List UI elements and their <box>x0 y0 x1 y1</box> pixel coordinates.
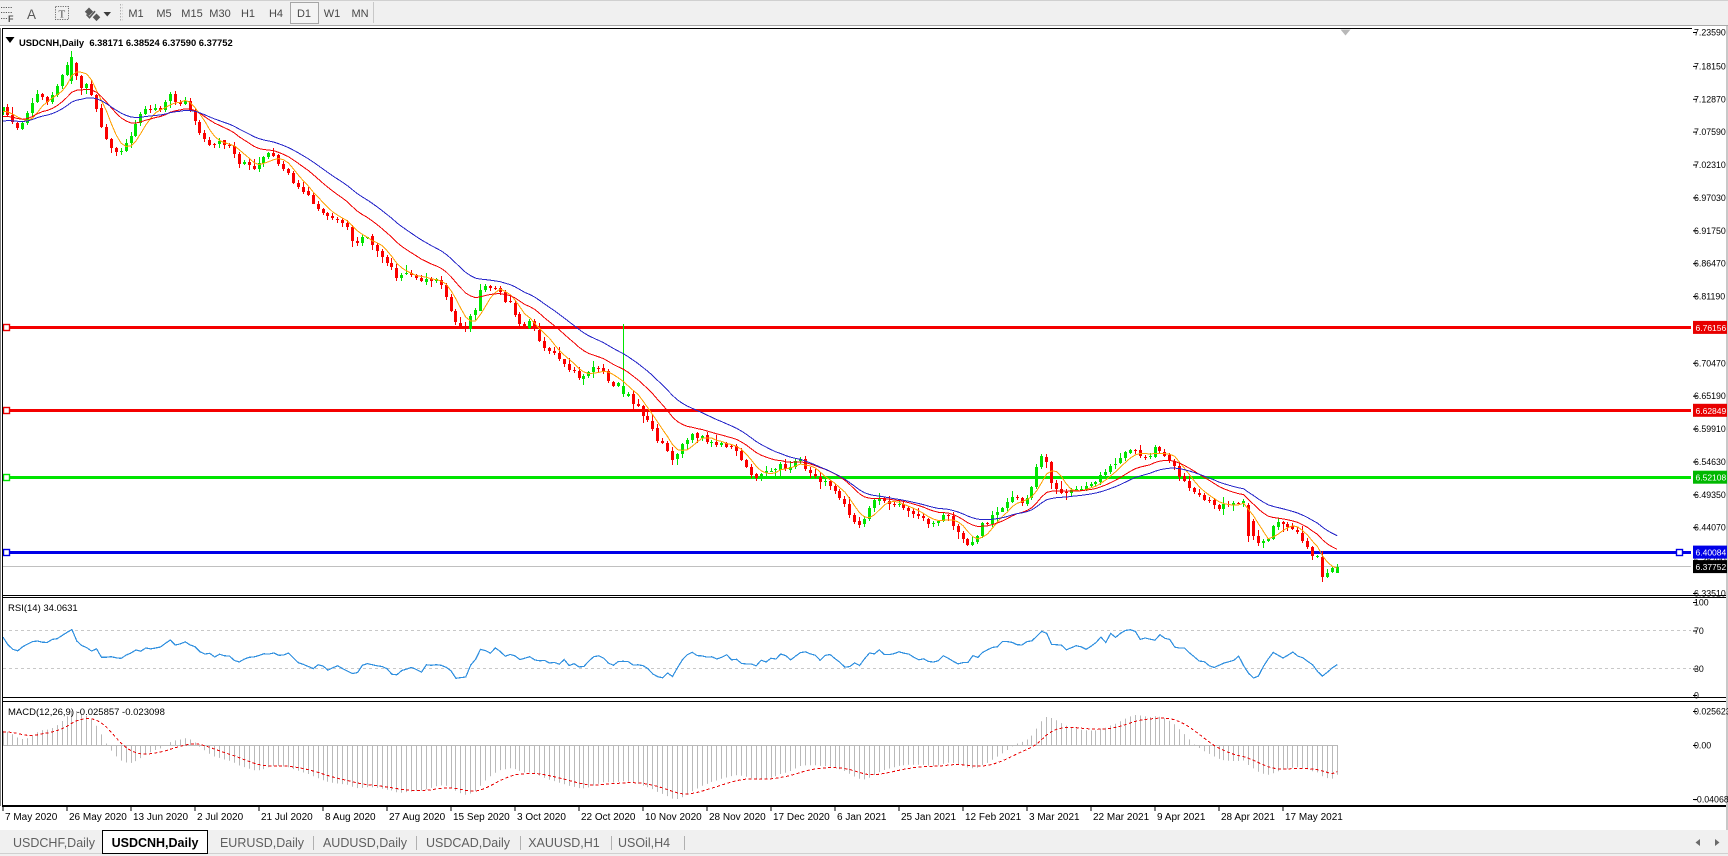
svg-text:A: A <box>27 7 36 22</box>
svg-text:MN: MN <box>351 8 368 20</box>
svg-text:26 May 2020: 26 May 2020 <box>69 812 127 823</box>
svg-text:M30: M30 <box>209 8 230 20</box>
svg-text:70: 70 <box>1694 626 1704 636</box>
svg-text:10 Nov 2020: 10 Nov 2020 <box>645 812 702 823</box>
svg-text:28 Nov 2020: 28 Nov 2020 <box>709 812 766 823</box>
svg-text:6.52108: 6.52108 <box>1696 473 1727 483</box>
svg-text:12 Feb 2021: 12 Feb 2021 <box>965 812 1022 823</box>
svg-text:7.23590: 7.23590 <box>1694 28 1726 38</box>
svg-text:USDCNH,Daily: USDCNH,Daily <box>112 836 199 850</box>
svg-text:8 Aug 2020: 8 Aug 2020 <box>325 812 376 823</box>
svg-text:100: 100 <box>1694 598 1709 608</box>
svg-text:H4: H4 <box>269 8 283 20</box>
svg-text:0.025623: 0.025623 <box>1694 707 1728 717</box>
svg-text:T: T <box>59 9 66 21</box>
svg-text:M1: M1 <box>128 8 143 20</box>
svg-text:XAUUSD,H1: XAUUSD,H1 <box>528 836 600 850</box>
svg-text:13 Jun 2020: 13 Jun 2020 <box>133 812 188 823</box>
svg-text:RSI(14) 34.0631: RSI(14) 34.0631 <box>8 603 78 614</box>
svg-text:7.12870: 7.12870 <box>1694 94 1726 104</box>
svg-text:17 Dec 2020: 17 Dec 2020 <box>773 812 830 823</box>
svg-text:6 Jan 2021: 6 Jan 2021 <box>837 812 887 823</box>
svg-text:2 Jul 2020: 2 Jul 2020 <box>197 812 244 823</box>
svg-text:USDCAD,Daily: USDCAD,Daily <box>426 836 511 850</box>
svg-text:7.18150: 7.18150 <box>1694 61 1726 71</box>
svg-text:USDCHF,Daily: USDCHF,Daily <box>13 836 96 850</box>
svg-text:7 May 2020: 7 May 2020 <box>5 812 58 823</box>
svg-text:9 Apr 2021: 9 Apr 2021 <box>1157 812 1206 823</box>
svg-text:6.81190: 6.81190 <box>1694 292 1725 302</box>
svg-text:3 Oct 2020: 3 Oct 2020 <box>517 812 566 823</box>
svg-text:USOil,H4: USOil,H4 <box>618 836 670 850</box>
svg-text:MACD(12,26,9) -0.025857 -0.023: MACD(12,26,9) -0.025857 -0.023098 <box>8 707 165 718</box>
svg-text:F: F <box>8 14 14 24</box>
svg-text:D1: D1 <box>297 8 311 20</box>
svg-text:6.70470: 6.70470 <box>1694 358 1726 368</box>
svg-text:6.33510: 6.33510 <box>1694 589 1726 599</box>
svg-text:M5: M5 <box>156 8 171 20</box>
svg-text:7.07590: 7.07590 <box>1694 127 1726 137</box>
svg-text:6.40084: 6.40084 <box>1696 548 1727 558</box>
svg-text:6.86470: 6.86470 <box>1694 259 1726 269</box>
svg-text:6.59910: 6.59910 <box>1694 424 1726 434</box>
svg-text:27 Aug 2020: 27 Aug 2020 <box>389 812 446 823</box>
svg-text:6.62849: 6.62849 <box>1696 406 1727 416</box>
svg-text:EURUSD,Daily: EURUSD,Daily <box>220 836 305 850</box>
svg-text:6.91750: 6.91750 <box>1694 226 1726 236</box>
svg-text:6.54630: 6.54630 <box>1694 457 1726 467</box>
svg-text:28 Apr 2021: 28 Apr 2021 <box>1221 812 1275 823</box>
svg-text:0: 0 <box>1694 691 1699 701</box>
svg-text:22 Oct 2020: 22 Oct 2020 <box>581 812 636 823</box>
svg-text:22 Mar 2021: 22 Mar 2021 <box>1093 812 1150 823</box>
svg-text:M15: M15 <box>181 8 202 20</box>
svg-text:6.49350: 6.49350 <box>1694 490 1726 500</box>
svg-text:21 Jul 2020: 21 Jul 2020 <box>261 812 313 823</box>
svg-text:3 Mar 2021: 3 Mar 2021 <box>1029 812 1080 823</box>
svg-text:USDCNH,Daily 6.38171 6.38524: USDCNH,Daily 6.38171 6.38524 6.37590 6.3… <box>19 37 233 48</box>
svg-text:H1: H1 <box>241 8 255 20</box>
svg-text:6.76156: 6.76156 <box>1696 323 1727 333</box>
svg-text:AUDUSD,Daily: AUDUSD,Daily <box>323 836 408 850</box>
svg-text:6.44070: 6.44070 <box>1694 523 1726 533</box>
svg-text:7.02310: 7.02310 <box>1694 160 1726 170</box>
svg-text:15 Sep 2020: 15 Sep 2020 <box>453 812 510 823</box>
svg-text:30: 30 <box>1694 664 1704 674</box>
svg-text:6.97030: 6.97030 <box>1694 193 1726 203</box>
svg-text:6.65190: 6.65190 <box>1694 391 1726 401</box>
svg-text:0.00: 0.00 <box>1694 741 1711 751</box>
svg-text:W1: W1 <box>324 8 341 20</box>
svg-text:17 May 2021: 17 May 2021 <box>1285 812 1343 823</box>
svg-text:6.37752: 6.37752 <box>1696 562 1727 572</box>
svg-text:25 Jan 2021: 25 Jan 2021 <box>901 812 956 823</box>
